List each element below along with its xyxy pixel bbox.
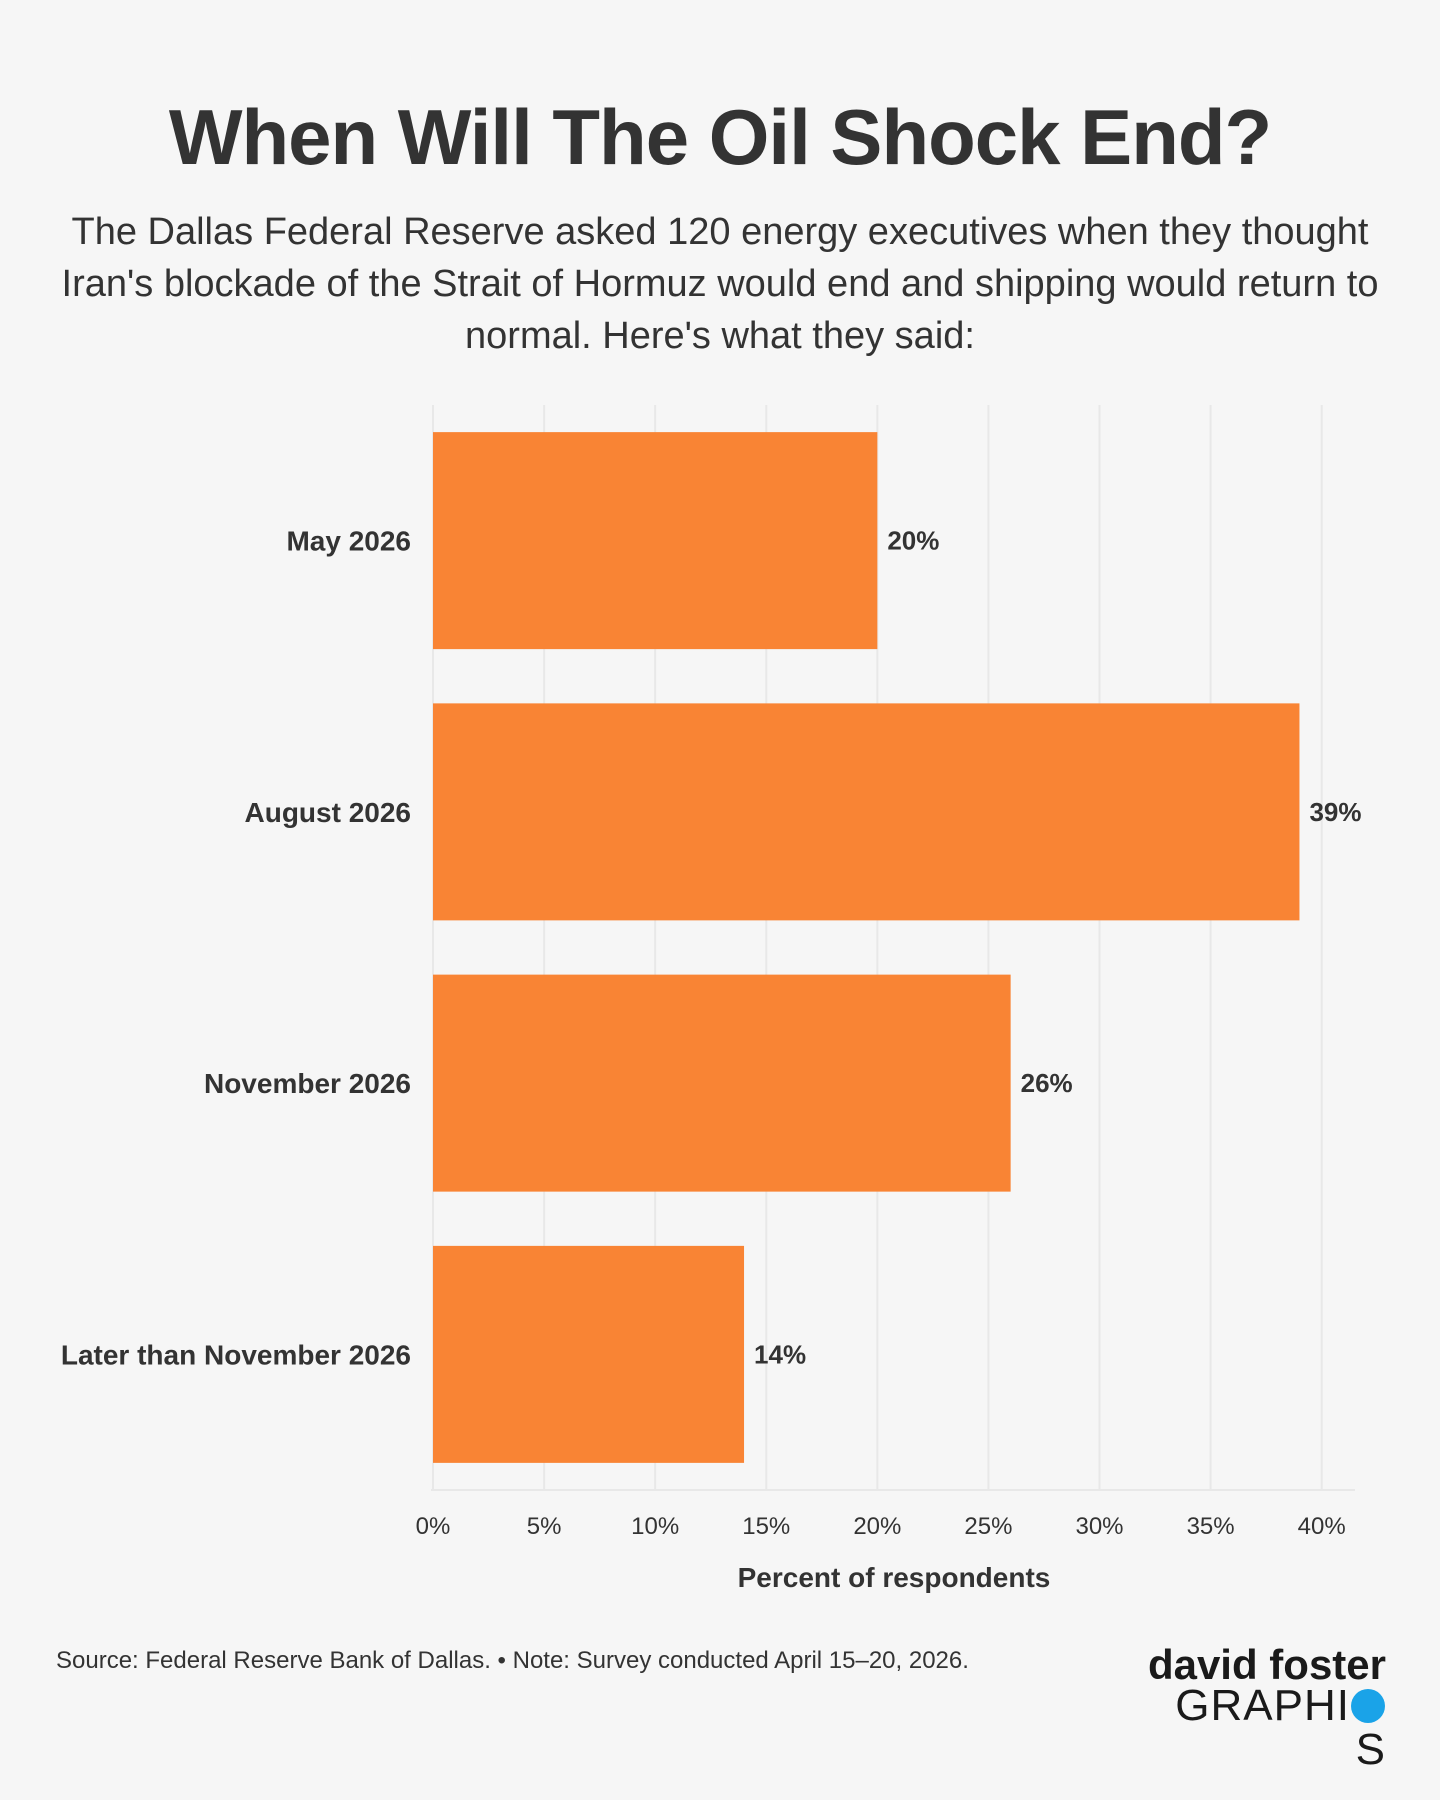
labels: 0% 5% 10% 15% 20% 25% 30% 35% 40% 20% May 2026 39% A… (61, 526, 1362, 1593)
x-tick-label: 10% (631, 1513, 679, 1540)
logo-circle-icon (1351, 1689, 1385, 1723)
category-label: November 2026 (204, 1068, 411, 1099)
logo-text-s: S (1355, 1725, 1386, 1774)
bar (433, 974, 1011, 1192)
logo-text-graphi: GRAPHI (1175, 1681, 1350, 1730)
data-label: 39% (1309, 797, 1361, 827)
x-tick-label: 25% (964, 1513, 1012, 1540)
x-axis-title: Percent of respondents (738, 1562, 1051, 1593)
bar-chart: 0% 5% 10% 15% 20% 25% 30% 35% 40% 20% May 2026 39% A… (61, 405, 1362, 1593)
chart-title: When Will The Oil Shock End? (168, 93, 1272, 181)
x-tick-label: 35% (1187, 1513, 1235, 1540)
category-label: August 2026 (245, 797, 412, 828)
brand-logo: david foster GRAPHIS (1146, 1644, 1386, 1772)
bars (433, 432, 1300, 1463)
category-label: May 2026 (286, 526, 411, 557)
source-note: Source: Federal Reserve Bank of Dallas. … (56, 1647, 969, 1674)
data-label: 20% (887, 526, 939, 556)
category-label: Later than November 2026 (61, 1339, 411, 1370)
x-tick-label: 30% (1075, 1513, 1123, 1540)
bar (433, 1245, 745, 1463)
x-tick-label: 40% (1298, 1513, 1346, 1540)
logo-text-bottom: GRAPHIS (1146, 1684, 1386, 1772)
data-label: 14% (754, 1339, 806, 1369)
bar (433, 703, 1300, 921)
logo-text-top: david foster (1147, 1641, 1386, 1688)
chart-subtitle: The Dallas Federal Reserve asked 120 ene… (61, 211, 1379, 357)
x-tick-label: 0% (416, 1513, 451, 1540)
data-label: 26% (1021, 1068, 1073, 1098)
x-tick-label: 20% (853, 1513, 901, 1540)
x-tick-label: 5% (527, 1513, 562, 1540)
x-tick-label: 15% (742, 1513, 790, 1540)
bar (433, 432, 878, 650)
